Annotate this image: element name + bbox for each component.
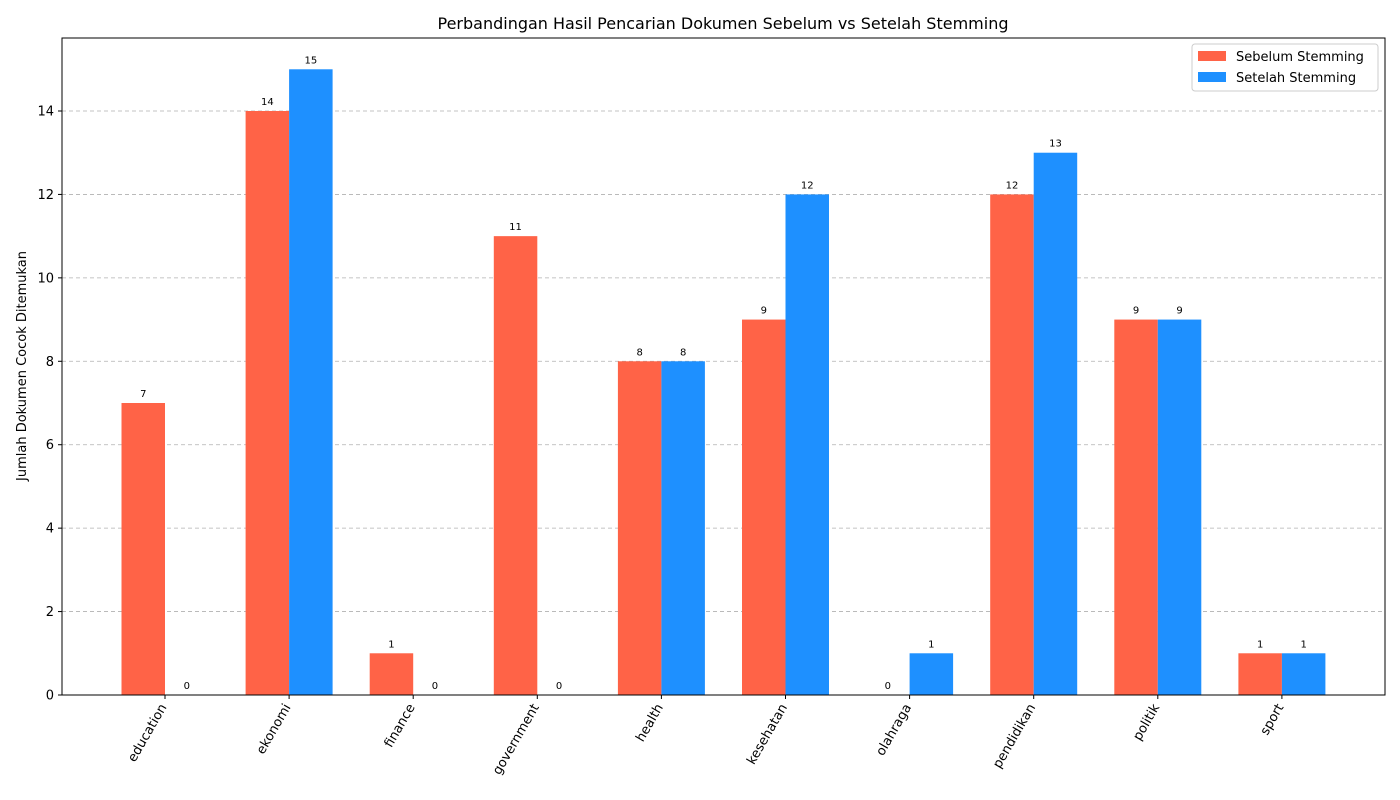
legend-label: Sebelum Stemming <box>1236 50 1364 65</box>
y-axis-label: Jumlah Dokumen Cocok Ditemukan <box>15 251 30 482</box>
bar-value-label: 12 <box>1006 180 1019 191</box>
bar-value-label: 9 <box>1133 306 1139 317</box>
bar-sebelum-health <box>617 361 662 695</box>
x-tick-label: olahraga <box>873 702 915 759</box>
legend-swatch <box>1198 51 1226 61</box>
bar-value-label: 14 <box>261 97 274 108</box>
x-tick-label: health <box>633 702 667 745</box>
bar-setelah-sport <box>1281 653 1326 695</box>
bar-sebelum-pendidikan <box>990 194 1034 695</box>
x-tick-label: kesehatan <box>744 702 791 768</box>
bar-setelah-ekonomi <box>289 69 333 696</box>
x-tick-label: ekonomi <box>254 702 295 758</box>
legend-label: Setelah Stemming <box>1236 71 1356 86</box>
plot-frame <box>61 37 1386 696</box>
bar-setelah-politik <box>1157 319 1202 695</box>
bar-sebelum-government <box>493 236 538 695</box>
bar-value-label: 9 <box>1176 306 1182 317</box>
x-tick-label: government <box>490 702 543 778</box>
y-tick-label: 6 <box>46 438 54 453</box>
bar-value-label: 7 <box>140 389 146 400</box>
bar-value-label: 0 <box>432 681 438 692</box>
y-tick-label: 8 <box>46 355 54 370</box>
bar-value-label: 15 <box>304 55 317 66</box>
bar-value-label: 1 <box>1257 639 1263 650</box>
bar-value-label: 0 <box>184 681 190 692</box>
chart-title: Perbandingan Hasil Pencarian Dokumen Seb… <box>437 14 1008 33</box>
bar-setelah-health <box>661 361 705 695</box>
bars <box>121 69 1326 696</box>
legend-swatch <box>1198 72 1226 82</box>
bar-value-label: 13 <box>1049 139 1062 150</box>
bar-sebelum-education <box>121 403 165 695</box>
bar-value-label: 9 <box>761 306 767 317</box>
bar-value-label: 1 <box>928 639 934 650</box>
bar-setelah-kesehatan <box>785 194 829 695</box>
x-tick-label: education <box>125 702 170 765</box>
x-tick-label: sport <box>1258 702 1288 738</box>
bar-value-label: 11 <box>509 222 522 233</box>
bar-sebelum-sport <box>1238 653 1282 695</box>
y-tick-label: 4 <box>46 522 54 537</box>
bar-value-label: 0 <box>885 681 891 692</box>
bar-sebelum-ekonomi <box>245 111 290 695</box>
bar-value-label: 1 <box>1300 639 1306 650</box>
bar-setelah-olahraga <box>909 653 954 695</box>
x-tick-label: finance <box>382 702 419 751</box>
bar-value-label: 12 <box>801 180 814 191</box>
y-tick-label: 2 <box>46 605 54 620</box>
y-tick-label: 0 <box>46 689 54 704</box>
bar-value-label: 0 <box>556 681 562 692</box>
y-tick-label: 10 <box>37 271 54 286</box>
x-tick-label: politik <box>1130 701 1163 743</box>
x-tick-label: pendidikan <box>990 702 1039 772</box>
legend: Sebelum Stemming Setelah Stemming <box>1191 43 1379 92</box>
bar-sebelum-kesehatan <box>742 319 786 695</box>
bar-sebelum-finance <box>369 653 414 695</box>
y-tick-label: 12 <box>37 188 54 203</box>
bar-value-label: 8 <box>680 347 686 358</box>
legend-box <box>1191 43 1379 92</box>
bar-sebelum-politik <box>1114 319 1158 695</box>
bar-value-label: 1 <box>388 639 394 650</box>
bar-value-label: 8 <box>636 347 642 358</box>
bar-setelah-pendidikan <box>1033 152 1078 695</box>
y-tick-label: 14 <box>37 105 54 120</box>
